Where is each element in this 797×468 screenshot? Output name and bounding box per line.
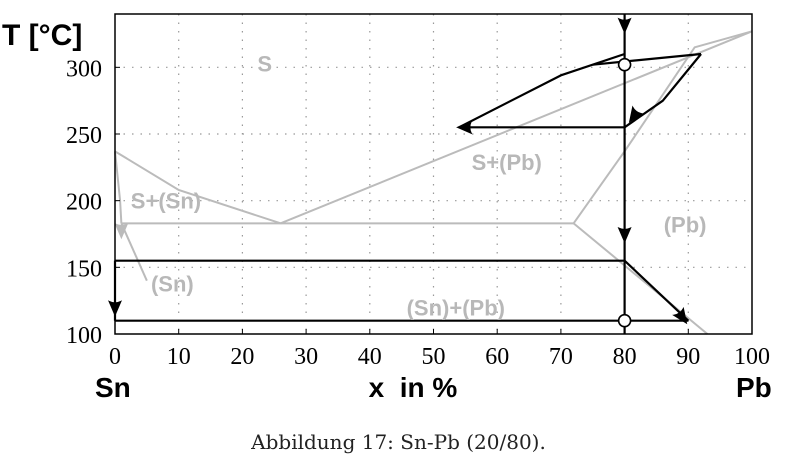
- arrow-marker: [456, 120, 473, 135]
- x-tick-label: 20: [230, 344, 254, 370]
- process-solid-path: [623, 53, 702, 129]
- phase-boundaries: [114, 30, 753, 335]
- boundary-liquidus-left: [114, 150, 281, 225]
- open-point: [617, 313, 632, 328]
- x-tick-label: 10: [167, 344, 191, 370]
- x-tick-label: 30: [294, 344, 318, 370]
- x-axis-label: x in %: [369, 372, 458, 403]
- y-tick-label: 150: [66, 256, 102, 282]
- x-tick-label: 70: [549, 344, 573, 370]
- boundary-solvus-pb: [573, 222, 709, 335]
- x-tick-label: 80: [613, 344, 637, 370]
- process-lines: [113, 14, 702, 334]
- arrow-marker: [672, 306, 688, 325]
- process-solvus-path: [623, 259, 690, 322]
- y-tick-label: 200: [66, 190, 102, 216]
- region-label: S+(Pb): [472, 150, 542, 175]
- process-liquid-path: [458, 52, 625, 129]
- region-label: (Sn): [151, 271, 194, 296]
- x-right-end-label: Pb: [736, 372, 772, 403]
- region-labels: S S+(Pb) S+(Sn) (Pb) (Sn) (Sn)+(Pb): [131, 51, 707, 320]
- y-tick-label: 100: [66, 323, 102, 349]
- x-tick-label: 40: [358, 344, 382, 370]
- boundary-solvus-sn: [120, 222, 148, 282]
- arrow-marker: [628, 105, 644, 123]
- arrow-marker: [617, 17, 632, 34]
- x-tick-label: 50: [422, 344, 446, 370]
- region-label: S+(Sn): [131, 189, 201, 214]
- region-label: (Pb): [664, 213, 707, 238]
- arrow-marker: [617, 226, 632, 244]
- x-tick-label: 100: [734, 344, 770, 370]
- x-tick-label: 0: [109, 344, 121, 370]
- process-tie-line-high: [592, 52, 702, 66]
- grid: [115, 14, 752, 334]
- boundary-solidus-sn: [114, 151, 123, 224]
- y-tick-label: 300: [66, 56, 102, 82]
- region-label: S: [257, 51, 272, 76]
- tick-labels: 0 10 20 30 40 50 60 70 80 90 100 100 150 200 250 300: [66, 56, 770, 370]
- x-left-end-label: Sn: [95, 372, 131, 403]
- boundary-solidus-pb: [572, 30, 753, 224]
- x-tick-label: 60: [485, 344, 509, 370]
- y-axis-label: T [°C]: [2, 19, 82, 52]
- y-tick-label: 250: [66, 123, 102, 149]
- figure-caption: Abbildung 17: Sn-Pb (20/80).: [251, 430, 546, 454]
- region-label: (Sn)+(Pb): [407, 295, 505, 320]
- open-point: [617, 57, 632, 72]
- x-tick-label: 90: [676, 344, 700, 370]
- markers: [108, 17, 688, 328]
